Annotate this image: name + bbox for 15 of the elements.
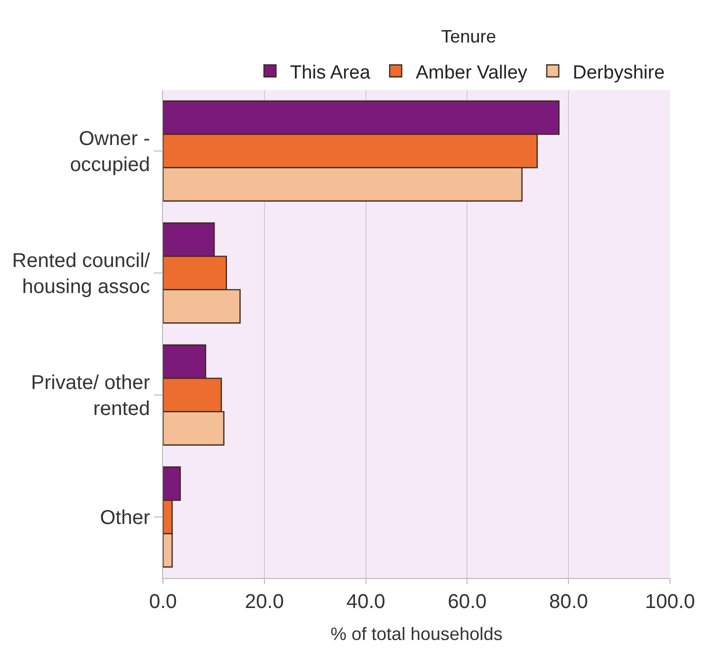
x-axis-title: % of total households	[330, 624, 503, 644]
legend-label: Amber Valley	[416, 62, 528, 84]
x-tick-label: 0.0	[149, 591, 177, 613]
x-tick-label: 20.0	[244, 591, 284, 613]
chart-title: Tenure	[441, 26, 496, 47]
y-tick-label: Other	[100, 507, 150, 529]
x-tick-label: 80.0	[549, 591, 588, 613]
x-tick-label: 100.0	[644, 591, 696, 613]
legend-label: Derbyshire	[572, 62, 665, 84]
y-tick-label: Private/ other rented	[31, 372, 150, 420]
x-tick-label: 40.0	[346, 591, 386, 613]
y-tick-label: Rented council/ housing assoc	[12, 250, 150, 298]
x-tick-label: 60.0	[448, 591, 487, 613]
legend-label: This Area	[290, 62, 371, 84]
y-tick-label: Owner - occupied	[70, 128, 150, 176]
